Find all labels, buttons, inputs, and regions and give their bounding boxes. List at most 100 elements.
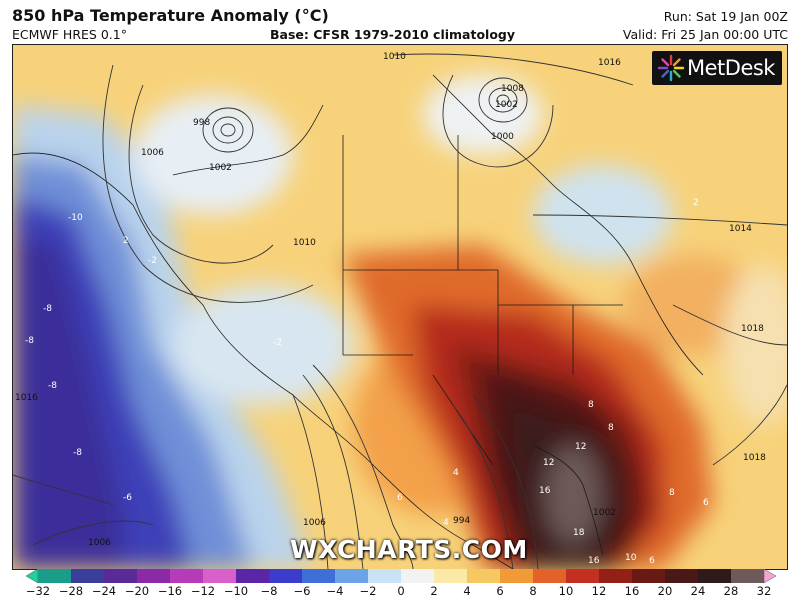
colorbar-high-arrow bbox=[763, 569, 776, 583]
anomaly-label: -2 bbox=[273, 338, 282, 348]
isobar-labels: 1010 1016 1008 1002 1000 1002 998 1006 1… bbox=[15, 52, 766, 548]
isobar-label: 1018 bbox=[743, 453, 766, 463]
isobar-label: 1002 bbox=[495, 100, 518, 110]
anomaly-label: 16 bbox=[588, 556, 600, 566]
anomaly-label: 12 bbox=[543, 458, 554, 468]
anomaly-label: -6 bbox=[123, 493, 132, 503]
colorbar-segment bbox=[302, 569, 336, 583]
isobar-label: 1006 bbox=[141, 148, 164, 158]
isobar-label: 1010 bbox=[293, 238, 316, 248]
colorbar-tick-label: 10 bbox=[558, 584, 574, 598]
anomaly-label: 4 bbox=[443, 518, 449, 528]
isobars bbox=[13, 53, 787, 569]
valid-time-label: Valid: Fri 25 Jan 00:00 UTC bbox=[622, 27, 788, 42]
colorbar-segment bbox=[236, 569, 270, 583]
colorbar-tick-label: 2 bbox=[430, 584, 438, 598]
base-climatology-label: Base: CFSR 1979-2010 climatology bbox=[270, 27, 516, 42]
anomaly-map: 1010 1016 1008 1002 1000 1002 998 1006 1… bbox=[12, 44, 788, 570]
colorbar-segment bbox=[434, 569, 468, 583]
colorbar-tick-label: −12 bbox=[190, 584, 216, 598]
anomaly-label: -8 bbox=[73, 448, 82, 458]
anomaly-field bbox=[13, 75, 787, 569]
colorbar-tick-label: −4 bbox=[326, 584, 344, 598]
colorbar-segment bbox=[170, 569, 204, 583]
colorbar-tick-label: 28 bbox=[723, 584, 739, 598]
colorbar-tick-label: 4 bbox=[463, 584, 471, 598]
colorbar-tick-label: −16 bbox=[157, 584, 183, 598]
anomaly-label: 6 bbox=[703, 498, 709, 508]
anomaly-label: 10 bbox=[625, 553, 637, 563]
colorbar bbox=[26, 569, 776, 583]
anomaly-label: 18 bbox=[573, 528, 585, 538]
colorbar-segment bbox=[698, 569, 732, 583]
colorbar-segment bbox=[599, 569, 633, 583]
isobar-label: 1006 bbox=[88, 538, 111, 548]
colorbar-tick-label: 16 bbox=[624, 584, 640, 598]
colorbar-segment bbox=[500, 569, 534, 583]
anomaly-label: 6 bbox=[397, 493, 403, 503]
isobar-label: 1002 bbox=[209, 163, 232, 173]
colorbar-low-arrow bbox=[26, 569, 39, 583]
colorbar-segment bbox=[533, 569, 567, 583]
anomaly-label: 4 bbox=[453, 468, 459, 478]
isobar-label: 1014 bbox=[729, 224, 752, 234]
colorbar-tick-label: 6 bbox=[496, 584, 504, 598]
colorbar-segment bbox=[368, 569, 402, 583]
model-label: ECMWF HRES 0.1° bbox=[12, 27, 127, 42]
colorbar-segment bbox=[38, 569, 72, 583]
anomaly-label: 12 bbox=[575, 442, 586, 452]
colorbar-segment bbox=[632, 569, 666, 583]
colorbar-segment bbox=[665, 569, 699, 583]
metdesk-logo: MetDesk bbox=[652, 51, 782, 85]
colorbar-tick-label: 0 bbox=[397, 584, 405, 598]
anomaly-label: 6 bbox=[649, 556, 655, 566]
colorbar-tick-labels: −32 −28 −24 −20 −16 −12 −10 −8 −6 −4 −2 0 2 4 6 8 10 12 16… bbox=[0, 584, 800, 604]
chart-title: 850 hPa Temperature Anomaly (°C) bbox=[12, 6, 329, 25]
isobar-label: 1010 bbox=[383, 52, 406, 62]
wxcharts-watermark: WXCHARTS.COM bbox=[290, 535, 528, 564]
colorbar-segment bbox=[269, 569, 303, 583]
colorbar-segment bbox=[203, 569, 237, 583]
colorbar-segment bbox=[566, 569, 600, 583]
colorbar-tick-label: 8 bbox=[529, 584, 537, 598]
isobar-label: 1006 bbox=[303, 518, 326, 528]
chart-header: 850 hPa Temperature Anomaly (°C) ECMWF H… bbox=[0, 0, 800, 44]
isobar-label: 1000 bbox=[491, 132, 514, 142]
metdesk-icon bbox=[657, 54, 685, 82]
colorbar-tick-label: −20 bbox=[124, 584, 150, 598]
colorbar-tick-label: 24 bbox=[690, 584, 706, 598]
isobar-label: 1016 bbox=[15, 393, 38, 403]
anomaly-label: -10 bbox=[68, 213, 83, 223]
anomaly-label: 2 bbox=[123, 236, 129, 246]
isobar-label: 1016 bbox=[598, 58, 621, 68]
colorbar-segment bbox=[467, 569, 501, 583]
colorbar-tick-label: −2 bbox=[359, 584, 377, 598]
colorbar-tick-label: −6 bbox=[293, 584, 311, 598]
colorbar-tick-label: −32 bbox=[25, 584, 51, 598]
colorbar-segment bbox=[731, 569, 765, 583]
anomaly-label: 16 bbox=[539, 486, 551, 496]
isobar-label: 1018 bbox=[741, 324, 764, 334]
anomaly-label: 2 bbox=[693, 198, 699, 208]
colorbar-segment bbox=[137, 569, 171, 583]
colorbar-segments bbox=[26, 569, 776, 583]
colorbar-tick-label: 12 bbox=[591, 584, 607, 598]
anomaly-label: -8 bbox=[25, 336, 34, 346]
colorbar-segment bbox=[104, 569, 138, 583]
anomaly-label: -2 bbox=[148, 256, 157, 266]
colorbar-segment bbox=[401, 569, 435, 583]
isobar-label: 1002 bbox=[593, 508, 616, 518]
anomaly-label: -8 bbox=[48, 381, 57, 391]
isobar-label: 1008 bbox=[501, 84, 524, 94]
anomaly-label: 8 bbox=[669, 488, 675, 498]
anomaly-label: 8 bbox=[588, 400, 594, 410]
run-time-label: Run: Sat 19 Jan 00Z bbox=[663, 9, 788, 24]
colorbar-segment bbox=[71, 569, 105, 583]
map-canvas: 1010 1016 1008 1002 1000 1002 998 1006 1… bbox=[13, 45, 787, 569]
colorbar-tick-label: −8 bbox=[260, 584, 278, 598]
isobar-label: 994 bbox=[453, 516, 470, 526]
colorbar-tick-label: −10 bbox=[223, 584, 249, 598]
borders bbox=[13, 74, 704, 569]
colorbar-tick-label: −28 bbox=[58, 584, 84, 598]
isobar-label: 998 bbox=[193, 118, 210, 128]
